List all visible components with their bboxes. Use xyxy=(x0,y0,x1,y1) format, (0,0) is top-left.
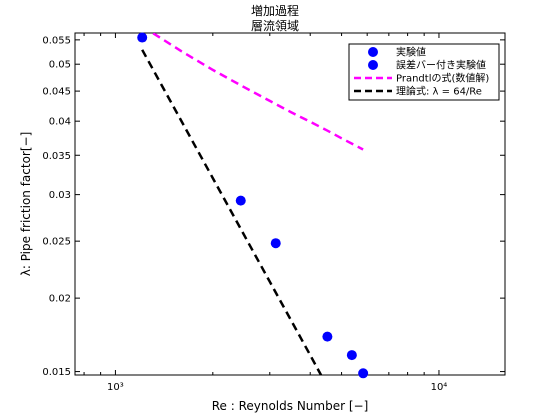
y-tick-label: 0.055 xyxy=(42,35,71,46)
x-axis-label: Re : Reynolds Number [−] xyxy=(212,399,369,413)
data-point xyxy=(270,238,281,249)
legend-marker xyxy=(368,47,378,57)
y-tick-label: 0.045 xyxy=(42,87,71,98)
x-tick-label: 10³ xyxy=(107,382,124,393)
y-tick-label: 0.05 xyxy=(49,60,71,71)
legend-label: 誤差バー付き実験値 xyxy=(396,59,486,72)
series-line-2 xyxy=(150,33,364,151)
data-marks xyxy=(137,32,369,379)
y-tick-label: 0.02 xyxy=(49,294,71,305)
series-line-3 xyxy=(141,49,323,375)
y-tick-label: 0.035 xyxy=(42,151,71,162)
axis-ticks: 0.015 0.02 0.025 0.03 0.035 0.04 0.045 0.05 0.05… xyxy=(42,33,505,393)
data-point xyxy=(358,368,369,379)
line-layer xyxy=(141,33,364,375)
y-tick-label: 0.025 xyxy=(42,237,71,248)
y-axis-label: λ: Pipe friction factor[−] xyxy=(19,132,33,277)
legend-marker xyxy=(368,60,378,70)
legend-label: 実験値 xyxy=(396,46,426,59)
x-tick-label: 10⁴ xyxy=(431,382,448,393)
data-point xyxy=(346,350,357,361)
plot-area xyxy=(74,32,506,376)
y-tick-label: 0.03 xyxy=(49,190,71,201)
legend-label: Prandtlの式(数値解) xyxy=(396,72,489,85)
data-point xyxy=(137,32,148,43)
data-point xyxy=(322,331,333,342)
chart-subtitle: 層流領域 xyxy=(251,18,299,33)
y-tick-label: 0.04 xyxy=(49,117,71,128)
data-point xyxy=(235,195,246,206)
chart-title: 増加過程 xyxy=(251,3,299,18)
y-tick-label: 0.015 xyxy=(42,367,71,378)
legend-label: 理論式: λ = 64/Re xyxy=(396,85,482,98)
